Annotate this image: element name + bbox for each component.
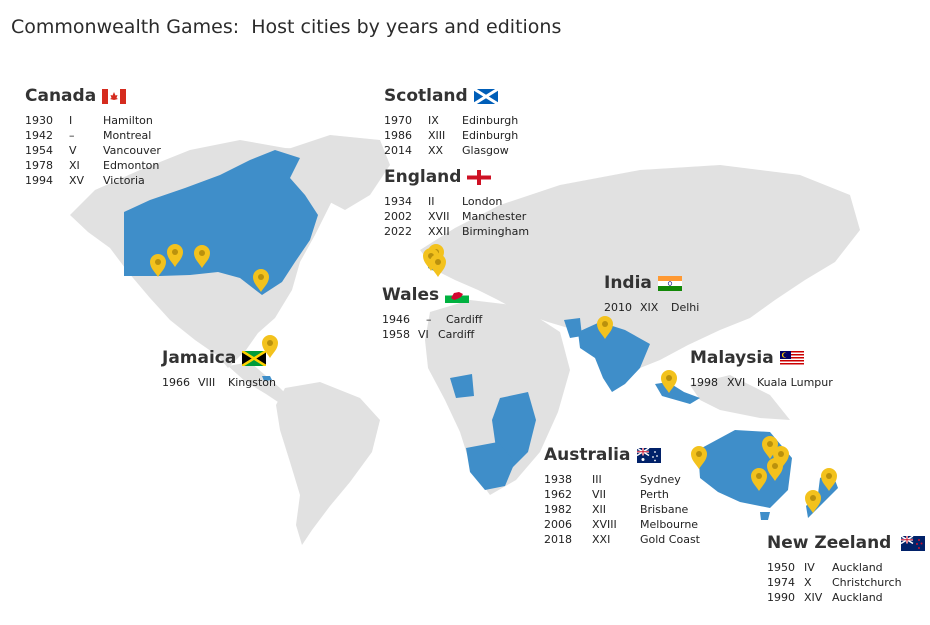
table-row: 1954 V Vancouver (25, 144, 161, 157)
map-pin-center (267, 340, 273, 346)
table-row: 1942– Montreal (25, 129, 152, 142)
table-row: 1998 XVI Kuala Lumpur (690, 376, 833, 389)
table-row: 1994 XV Victoria (25, 174, 145, 187)
map-pin-icon (691, 446, 707, 469)
scotland-flag-icon (473, 88, 498, 104)
table-row: 1938 III Sydney (544, 473, 681, 486)
map-pin-center (826, 473, 832, 479)
map-pin-center (778, 451, 784, 457)
canada-flag-icon (102, 88, 127, 104)
country-wales: Wales 1946– Cardiff 1958 VI Cardiff (382, 285, 482, 342)
table-row: 1966 VIII Kingston (162, 376, 276, 389)
map-pin-center (199, 250, 205, 256)
nigeria-shape (450, 374, 474, 398)
jamaica-shape (262, 376, 272, 381)
greenland-land (285, 135, 390, 210)
map-pin-center (772, 463, 778, 469)
table-row: 2006 XVIII Melbourne (544, 518, 699, 531)
country-jamaica: Jamaica 1966 VIII Kingston (162, 348, 276, 390)
central-america-land (228, 362, 292, 406)
australia-flag-icon (636, 447, 661, 463)
india-flag-icon (657, 275, 682, 291)
country-new-zealand: New Zeeland 1950 IV Auckland 1974 X Christch… (767, 533, 926, 605)
country-name: Scotland (384, 86, 468, 106)
england-flag-icon (467, 169, 492, 185)
map-pin-center (696, 451, 702, 457)
new-zealand-flag-icon (901, 535, 926, 551)
country-name: Canada (25, 86, 97, 106)
southeast-asia-land (690, 375, 790, 420)
country-england: England 1934 II London 2002 XVII Manchester … (384, 167, 529, 239)
table-row: 1962 VII Perth (544, 488, 669, 501)
table-row: 2014 XX Glasgow (384, 144, 509, 157)
map-pin-center (172, 249, 178, 255)
wales-flag-icon (445, 287, 470, 303)
table-row: 1982 XII Brisbane (544, 503, 689, 516)
table-row: 2002 XVII Manchester (384, 210, 527, 223)
country-name: India (604, 273, 652, 293)
country-name: Jamaica (162, 348, 237, 368)
table-row: 1934 II London (384, 195, 503, 208)
map-pin-icon (767, 458, 783, 481)
map-pin-center (155, 259, 161, 265)
map-pin-icon (661, 370, 677, 393)
table-row: 1950 IV Auckland (767, 561, 883, 574)
eurasia-land (420, 165, 860, 368)
table-row: 2010 XIX Delhi (604, 301, 700, 314)
map-pin-icon (167, 244, 183, 267)
country-name: England (384, 167, 462, 187)
country-india: India 2010 XIX Delhi (604, 273, 699, 315)
table-row: 1974 X Christchurch (767, 576, 902, 589)
india-shape (578, 322, 650, 392)
country-name: Malaysia (690, 348, 774, 368)
africa-land (425, 300, 570, 495)
map-pin-center (810, 495, 816, 501)
map-pin-icon (597, 316, 613, 339)
jamaica-flag-icon (242, 350, 267, 366)
tasmania-shape (760, 512, 770, 520)
malaysia-flag-icon (779, 350, 804, 366)
country-name: Wales (382, 285, 440, 305)
map-title: Commonwealth Games: Host cities by years… (11, 16, 562, 38)
map-pin-icon (821, 468, 837, 491)
country-australia: Australia 1938 III Sydney 1962 VII Perth 198… (544, 445, 700, 547)
map-pin-icon (194, 245, 210, 268)
table-row: 1930 I Hamilton (25, 114, 153, 127)
southern-africa-shape (466, 442, 515, 490)
map-pin-center (767, 441, 773, 447)
table-row: 1946– Cardiff (382, 313, 483, 326)
map-pin-center (666, 375, 672, 381)
country-canada: Canada 1930 I Hamilton 1942– Montreal 1954 V… (25, 86, 161, 188)
pakistan-shape (564, 318, 582, 338)
map-pin-center (258, 274, 264, 280)
table-row: 1958 VI Cardiff (382, 328, 475, 341)
map-pin-center (435, 259, 441, 265)
table-row: 1978 XI Edmonton (25, 159, 160, 172)
map-pin-icon (430, 254, 446, 277)
table-row: 1970 IX Edinburgh (384, 114, 519, 127)
host-city-markers (150, 244, 837, 513)
table-row: 1986 XIII Edinburgh (384, 129, 519, 142)
map-pin-icon (253, 269, 269, 292)
country-scotland: Scotland 1970 IX Edinburgh 1986 XIII Edinbur… (384, 86, 518, 158)
table-row: 2018 XXI Gold Coast (544, 533, 700, 546)
map-pin-center (602, 321, 608, 327)
table-row: 1990 XIV Auckland (767, 591, 883, 604)
table-row: 2022 XXII Birmingham (384, 225, 530, 238)
country-name: New Zeeland (767, 533, 892, 553)
map-pin-icon (150, 254, 166, 277)
south-america-land (276, 382, 380, 545)
map-pin-center (756, 473, 762, 479)
country-malaysia: Malaysia 1998 XVI Kuala Lumpur (690, 348, 833, 390)
map-pin-icon (805, 490, 821, 513)
map-pin-icon (751, 468, 767, 491)
country-name: Australia (544, 445, 631, 465)
